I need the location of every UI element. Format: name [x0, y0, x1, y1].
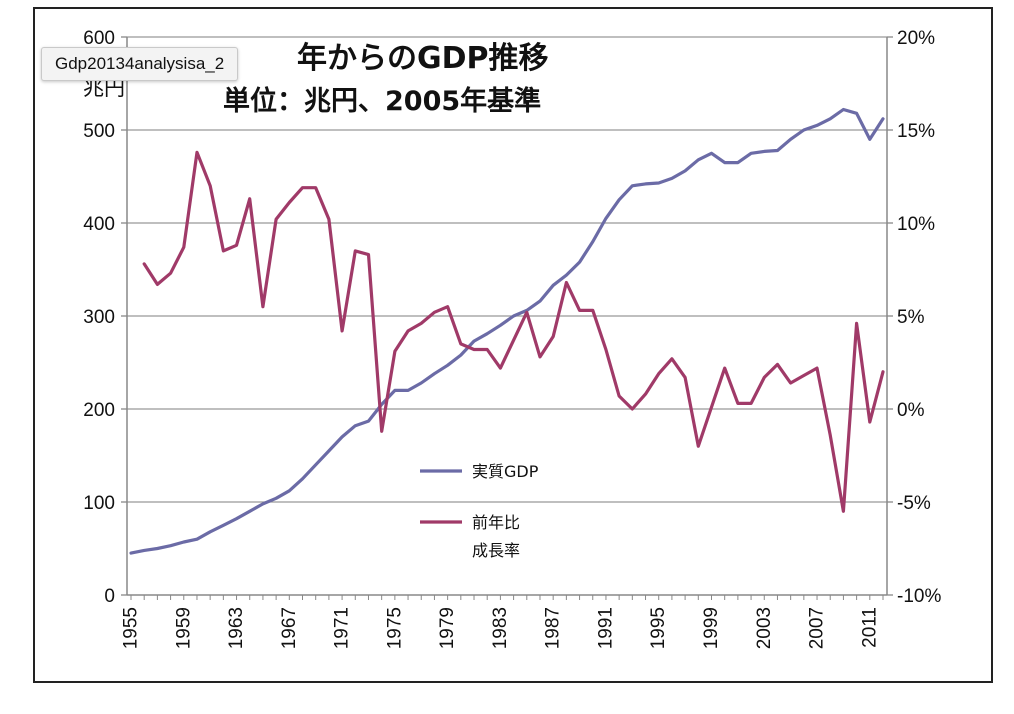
right-tick-label: 0% [897, 400, 925, 421]
x-tick-label: 1983 [490, 607, 511, 649]
legend-label: 成長率 [472, 541, 520, 560]
right-tick-labels: -10% -5% 0% 5% 10% 15% 20% [887, 28, 941, 607]
right-tick-label: 5% [897, 307, 925, 328]
x-tick-label: 1975 [384, 607, 405, 649]
left-tick-label: 600 [83, 28, 115, 49]
x-tick-label: 1967 [279, 607, 300, 649]
legend-label: 前年比 [472, 513, 520, 532]
x-tick-label: 2011 [859, 607, 880, 648]
left-tick-label: 300 [83, 307, 115, 328]
x-tick-label: 1999 [701, 607, 722, 649]
gdp-line-chart: 0 100 200 300 400 500 600 -10% -5% 0% 5% 10% 15% 20%… [83, 28, 941, 649]
left-tick-label: 100 [83, 493, 115, 514]
x-tick-label: 1971 [332, 607, 353, 649]
x-tick-labels: 1955 1959 1963 1967 1971 1975 1979 1983 1987 1991… [121, 595, 884, 649]
filename-tooltip: Gdp20134analysisa_2 [41, 47, 239, 81]
x-tick-label: 2003 [754, 607, 775, 649]
right-tick-label: 10% [897, 214, 935, 235]
left-tick-labels: 0 100 200 300 400 500 600 [83, 28, 127, 607]
x-tick-label: 1963 [226, 607, 247, 649]
x-tick-label: 1987 [543, 607, 564, 649]
x-tick-label: 1995 [648, 607, 669, 649]
left-tick-label: 500 [83, 121, 115, 142]
chart-subtitle: 単位：兆円、2005年基準 [223, 85, 541, 117]
x-tick-label: 1991 [595, 607, 616, 649]
right-tick-label: -5% [897, 493, 931, 514]
left-axis-unit-label: 兆円 [83, 77, 125, 100]
chart-title: 年からのGDP推移 [297, 41, 549, 76]
left-tick-label: 200 [83, 400, 115, 421]
left-tick-label: 400 [83, 214, 115, 235]
legend-label: 実質GDP [472, 462, 539, 481]
right-tick-label: 15% [897, 121, 935, 142]
right-tick-label: -10% [897, 586, 941, 607]
left-tick-label: 0 [104, 586, 115, 607]
right-tick-label: 20% [897, 28, 935, 49]
series-line-real-gdp [129, 107, 885, 555]
series-layer [129, 107, 885, 555]
x-tick-label: 2007 [807, 607, 828, 649]
chart-frame: 0 100 200 300 400 500 600 -10% -5% 0% 5% 10% 15% 20%… [33, 7, 993, 683]
x-tick-label: 1959 [173, 607, 194, 649]
x-tick-label: 1955 [121, 607, 142, 649]
series-line-growth-rate [142, 150, 885, 513]
x-tick-label: 1979 [437, 607, 458, 649]
